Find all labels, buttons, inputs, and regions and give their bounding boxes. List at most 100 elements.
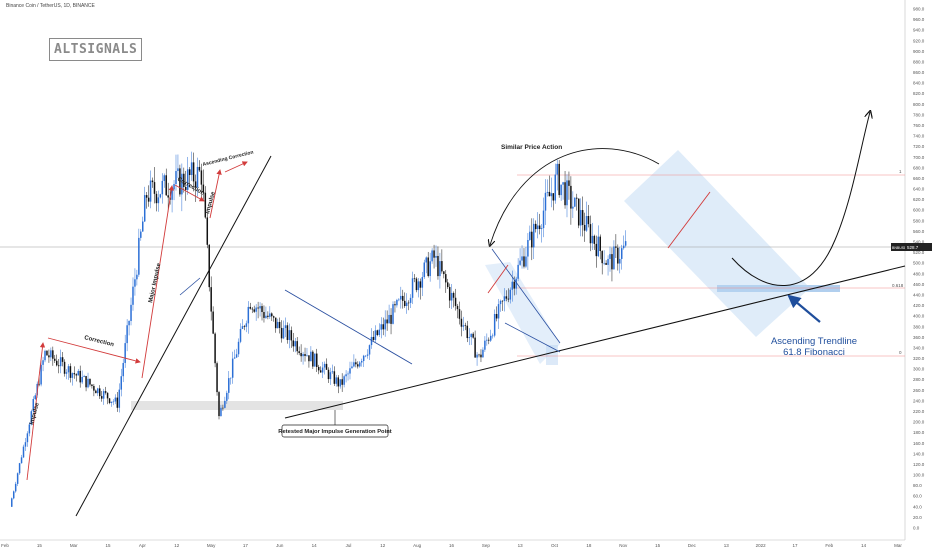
- candle-body: [323, 363, 326, 368]
- candle-body: [186, 169, 189, 190]
- candle-body: [497, 304, 500, 319]
- candle-body: [562, 182, 564, 185]
- candle-body: [138, 237, 140, 275]
- candle-body: [296, 341, 298, 352]
- candle-body: [54, 358, 56, 361]
- candle-body: [26, 433, 29, 443]
- candle-body: [554, 174, 557, 201]
- y-tick-label: 560.0: [913, 229, 925, 234]
- candle-body: [472, 333, 474, 338]
- candle-body: [171, 189, 173, 200]
- candle-body: [63, 361, 66, 374]
- major-impulse-arrow: [141, 185, 174, 379]
- y-tick-label: 440.0: [913, 292, 925, 297]
- candle-body: [28, 424, 31, 434]
- candle-body: [226, 392, 228, 401]
- candle-body: [42, 360, 44, 365]
- candle-body: [24, 442, 27, 447]
- candle-body: [619, 258, 621, 264]
- candle-body: [572, 206, 574, 209]
- candle-body: [429, 261, 431, 277]
- candle-body: [319, 370, 322, 373]
- y-tick-label: 220.0: [913, 409, 925, 414]
- x-tick-label: 2022: [756, 543, 767, 548]
- candle-body: [304, 354, 306, 356]
- candle-body: [413, 278, 416, 279]
- candle-body: [278, 321, 281, 328]
- candle-body: [151, 180, 154, 183]
- candle-body: [271, 313, 273, 317]
- projected-path: [731, 112, 870, 287]
- trendline-callout-arrow: [787, 294, 821, 323]
- y-tick-label: 800.0: [913, 102, 925, 107]
- candle-body: [376, 330, 379, 335]
- candle-body: [566, 180, 568, 206]
- major-impulse-label: Major Impulse: [148, 262, 162, 303]
- candle-body: [450, 292, 453, 301]
- candle-body: [274, 317, 277, 329]
- x-tick-label: 18: [586, 543, 592, 548]
- y-tick-label: 980.0: [913, 7, 925, 12]
- candle-body: [112, 401, 115, 403]
- candle-body: [67, 366, 70, 373]
- candle-body: [249, 306, 252, 309]
- candle-body: [527, 239, 529, 257]
- candle-body: [605, 262, 607, 265]
- x-tick-label: Dec: [688, 543, 697, 548]
- candle-body: [108, 398, 111, 403]
- candle-body: [490, 335, 492, 341]
- candle-body: [466, 325, 469, 339]
- y-tick-label: 180.0: [913, 430, 925, 435]
- x-tick-label: Mar: [70, 543, 78, 548]
- candle-body: [378, 329, 381, 335]
- y-tick-label: 360.0: [913, 335, 925, 340]
- candle-body: [280, 327, 283, 339]
- candle-body: [206, 217, 209, 245]
- x-tick-label: Nov: [619, 543, 628, 548]
- fib-618-label: 0.618: [892, 283, 904, 288]
- candle-body: [175, 170, 177, 185]
- candle-body: [519, 260, 521, 265]
- candle-body: [325, 363, 328, 370]
- candle-body: [558, 163, 560, 196]
- candle-body: [192, 162, 195, 182]
- candle-body: [548, 191, 551, 197]
- candle-body: [411, 278, 414, 298]
- candle-body: [218, 392, 220, 417]
- retest-zone: [131, 401, 343, 410]
- y-tick-label: 760.0: [913, 123, 925, 128]
- candle-body: [79, 370, 81, 383]
- candle-body: [599, 236, 601, 252]
- y-tick-label: 660.0: [913, 176, 925, 181]
- candle-body: [228, 378, 230, 393]
- y-tick-label: 40.0: [913, 504, 922, 509]
- y-tick-label: 920.0: [913, 38, 925, 43]
- impulse-arrow: [26, 342, 46, 481]
- candle-body: [153, 182, 156, 194]
- correction-arrow: [47, 337, 141, 364]
- x-tick-label: 12: [174, 543, 180, 548]
- candle-body: [97, 388, 99, 394]
- candle-body: [183, 173, 185, 187]
- candle-body: [329, 372, 332, 380]
- candle-body: [468, 337, 470, 339]
- x-tick-label: 13: [724, 543, 730, 548]
- candle-body: [353, 362, 355, 367]
- candle-body: [241, 326, 244, 329]
- candle-body: [523, 256, 525, 267]
- candle-body: [327, 369, 330, 380]
- candle-body: [216, 363, 218, 393]
- candle-body: [224, 400, 226, 408]
- candle-body: [286, 325, 289, 340]
- candle-body: [32, 399, 35, 412]
- candle-body: [531, 231, 533, 248]
- candle-body: [509, 289, 512, 300]
- candle-body: [302, 354, 304, 357]
- x-tick-label: Sep: [482, 543, 491, 548]
- candle-body: [321, 367, 324, 373]
- candle-body: [550, 193, 553, 197]
- candle-body: [589, 224, 592, 244]
- candle-body: [488, 339, 490, 341]
- candle-body: [185, 186, 187, 190]
